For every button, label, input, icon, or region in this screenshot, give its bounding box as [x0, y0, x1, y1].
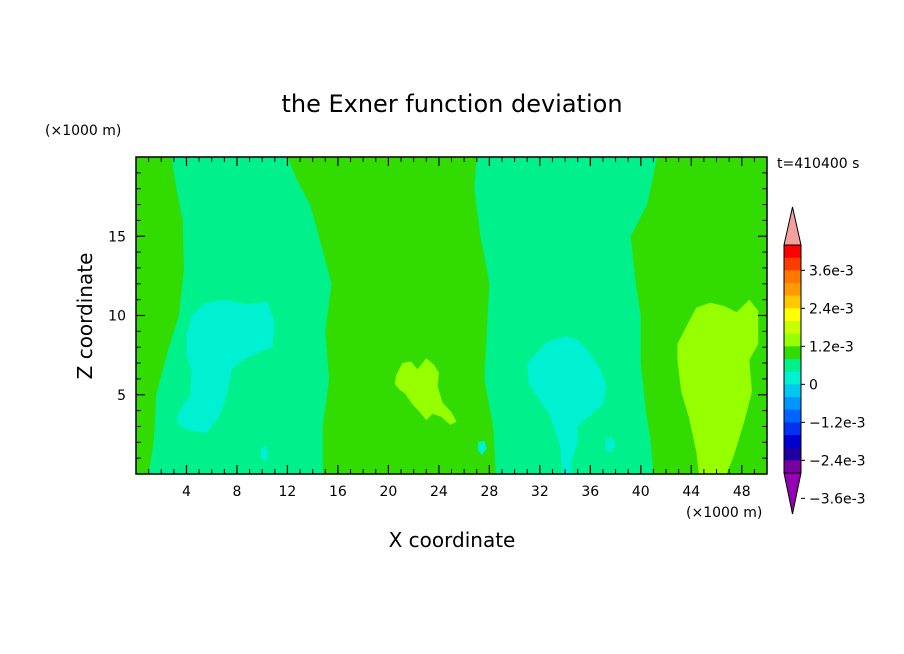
time-label: t=410400 s — [777, 156, 859, 172]
y-tick-label: 10 — [108, 309, 126, 325]
colorbar-tick-label: −3.6e-3 — [809, 491, 866, 507]
x-tick-label: 4 — [182, 484, 191, 500]
colorbar: 3.6e-3 2.4e-3 1.2e-3 0 −1.2e-3 −2.4e-3 −3.6e-3 — [783, 206, 866, 515]
x-axis-label: X coordinate — [389, 528, 516, 552]
contour-region-5 — [260, 445, 269, 462]
colorbar-tick-label: −1.2e-3 — [809, 415, 866, 431]
x-tick-label: 28 — [480, 484, 498, 500]
x-tick-label: 24 — [430, 484, 448, 500]
colorbar-swatch — [784, 321, 801, 335]
colorbar-swatch — [784, 308, 801, 322]
colorbar-swatch — [784, 422, 801, 436]
x-tick-label: 44 — [682, 484, 700, 500]
colorbar-frame — [783, 244, 802, 474]
colorbar-swatch — [784, 435, 801, 449]
x-unit-label: (×1000 m) — [686, 505, 762, 521]
colorbar-overflow-bottom — [783, 472, 802, 515]
x-tick-label: 36 — [581, 484, 599, 500]
colorbar-swatch — [784, 245, 801, 259]
x-axis: 4 8 12 16 20 24 28 32 36 40 44 48 — [148, 157, 755, 500]
colorbar-swatch — [784, 346, 801, 360]
x-tick-label: 20 — [379, 484, 397, 500]
colorbar-tick-label: 0 — [809, 377, 818, 393]
x-tick-label: 16 — [329, 484, 347, 500]
colorbar-overflow-top — [783, 206, 802, 246]
x-tick-label: 40 — [632, 484, 650, 500]
x-tick-label: 8 — [232, 484, 241, 500]
colorbar-tick-label: 3.6e-3 — [809, 263, 854, 279]
colorbar-swatch — [784, 295, 801, 309]
colorbar-swatch — [784, 333, 801, 347]
contour-plot-area — [136, 157, 767, 474]
y-axis: 5 10 15 — [108, 172, 767, 459]
colorbar-swatch — [784, 283, 801, 297]
colorbar-tick-label: 2.4e-3 — [809, 301, 854, 317]
contour-region-7 — [478, 440, 487, 455]
contour-region-3 — [176, 299, 275, 433]
chart-title: the Exner function deviation — [281, 90, 622, 118]
x-tick-label: 12 — [279, 484, 297, 500]
colorbar-swatch — [784, 384, 801, 398]
y-tick-label: 5 — [117, 388, 126, 404]
colorbar-swatch — [784, 409, 801, 423]
x-tick-label: 48 — [733, 484, 751, 500]
y-axis-label: Z coordinate — [73, 253, 97, 380]
contour-region-8 — [677, 299, 759, 474]
contour-region-9 — [394, 358, 457, 425]
colorbar-swatch — [784, 359, 801, 373]
colorbar-swatch — [784, 397, 801, 411]
x-tick-label: 32 — [531, 484, 549, 500]
colorbar-swatch — [784, 257, 801, 271]
colorbar-swatch — [784, 371, 801, 385]
contour-region-6 — [605, 437, 616, 454]
y-tick-label: 15 — [108, 229, 126, 245]
contour-region-2 — [474, 157, 658, 474]
colorbar-tick-label: −2.4e-3 — [809, 453, 866, 469]
colorbar-swatch — [784, 460, 801, 474]
colorbar-tick-label: 1.2e-3 — [809, 339, 854, 355]
y-unit-label: (×1000 m) — [45, 123, 121, 139]
contour-region-4 — [527, 336, 607, 474]
colorbar-swatch — [784, 270, 801, 284]
colorbar-swatch — [784, 447, 801, 461]
